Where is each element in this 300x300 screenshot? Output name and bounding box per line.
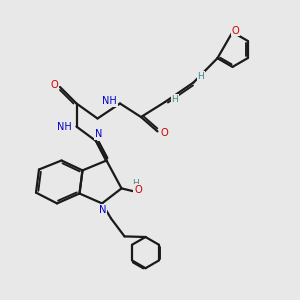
Text: O: O	[134, 185, 142, 195]
Text: N: N	[95, 129, 102, 140]
Text: N: N	[99, 205, 107, 215]
Text: O: O	[160, 128, 168, 138]
Text: O: O	[51, 80, 58, 90]
Text: H: H	[133, 178, 139, 188]
Text: H: H	[171, 94, 178, 103]
Text: NH: NH	[57, 122, 72, 132]
Text: O: O	[232, 26, 239, 36]
Text: NH: NH	[102, 96, 117, 106]
Text: H: H	[198, 72, 204, 81]
